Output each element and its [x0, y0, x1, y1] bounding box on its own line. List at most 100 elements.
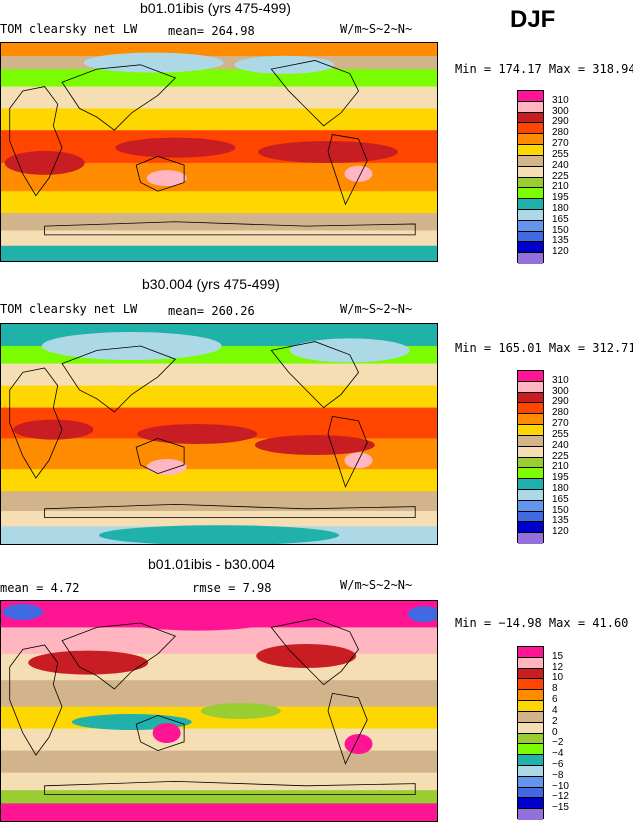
- panel3-rmse: rmse = 7.98: [192, 581, 272, 595]
- colorbar-swatch: [518, 177, 543, 189]
- map-band: [1, 245, 437, 261]
- colorbar-swatch: [518, 776, 543, 788]
- panel2-map: [0, 323, 438, 545]
- map-band: [1, 43, 437, 58]
- colorbar-tick-label: 180: [552, 202, 569, 214]
- colorbar-swatch: [518, 765, 543, 777]
- colorbar-tick-label: 210: [552, 181, 569, 193]
- map-blob: [117, 606, 278, 631]
- panel2-title: b30.004 (yrs 475-499): [142, 276, 280, 292]
- coastline: [135, 155, 185, 192]
- colorbar-tick-label: −12: [552, 791, 569, 803]
- coastline: [61, 345, 177, 413]
- colorbar-tick-label: 300: [552, 105, 569, 117]
- panel3-mean: mean = 4.72: [0, 581, 80, 595]
- map-field: [1, 324, 437, 544]
- map-band: [1, 790, 437, 805]
- panel2-units: W/m~S~2~N~: [340, 302, 413, 316]
- map-blob: [256, 644, 357, 668]
- panel3-units: W/m~S~2~N~: [340, 578, 413, 592]
- colorbar-swatch: [518, 744, 543, 756]
- colorbar-tick-label: 0: [552, 726, 558, 738]
- colorbar-tick-label: 4: [552, 704, 558, 716]
- map-blob: [152, 723, 181, 743]
- colorbar-tick-label: 240: [552, 439, 569, 451]
- colorbar-tick-label: 135: [552, 235, 569, 247]
- coastline: [327, 415, 368, 488]
- colorbar-swatch: [518, 209, 543, 221]
- map-band: [1, 491, 437, 512]
- colorbar-tick-label: 6: [552, 694, 558, 706]
- colorbar-tick-label: 180: [552, 482, 569, 494]
- colorbar-tick-label: 8: [552, 683, 558, 695]
- map-blob: [28, 650, 149, 675]
- colorbar-tick-label: 15: [552, 650, 564, 662]
- colorbar-tick-label: 135: [552, 515, 569, 527]
- season-label: DJF: [510, 6, 556, 33]
- panel3-minmax: Min = −14.98 Max = 41.60: [455, 616, 629, 630]
- colorbar-swatch: [518, 166, 543, 178]
- coastline: [9, 86, 63, 197]
- colorbar-tick-label: 150: [552, 224, 569, 236]
- coastline: [135, 437, 185, 475]
- coastline: [327, 134, 368, 206]
- colorbar-tick-label: −10: [552, 780, 569, 792]
- colorbar-tick-label: 310: [552, 94, 569, 106]
- map-blob: [137, 424, 258, 444]
- colorbar-swatch: [518, 381, 543, 393]
- panel3-colorbar: [517, 646, 544, 820]
- map-band: [1, 230, 437, 247]
- colorbar-swatch: [518, 403, 543, 415]
- colorbar-swatch: [518, 755, 543, 766]
- coastline: [44, 780, 416, 796]
- colorbar-tick-label: 10: [552, 672, 564, 684]
- colorbar-tick-label: 290: [552, 116, 569, 128]
- map-band: [1, 69, 437, 88]
- colorbar-swatch: [518, 701, 543, 712]
- colorbar-swatch: [518, 668, 543, 680]
- map-field: [1, 601, 437, 821]
- panel1-variable: TOM clearsky net LW: [0, 22, 138, 36]
- coastline: [44, 221, 416, 236]
- colorbar-swatch: [518, 511, 543, 523]
- coastline: [327, 692, 368, 765]
- colorbar-tick-label: 120: [552, 246, 569, 258]
- map-field: [1, 43, 437, 261]
- panel2-colorbar: [517, 370, 544, 544]
- map-blob: [254, 435, 375, 455]
- map-band: [1, 86, 437, 110]
- colorbar-swatch: [518, 690, 543, 702]
- colorbar-swatch: [518, 242, 543, 254]
- colorbar-tick-label: 225: [552, 450, 569, 462]
- panel1-title: b01.01ibis (yrs 475-499): [140, 0, 291, 16]
- colorbar-tick-label: 300: [552, 385, 569, 397]
- coastline: [61, 64, 177, 131]
- map-blob: [344, 165, 373, 182]
- colorbar-swatch: [518, 414, 543, 426]
- colorbar-swatch: [518, 468, 543, 480]
- colorbar-tick-label: 270: [552, 418, 569, 430]
- colorbar-swatch: [518, 371, 543, 382]
- colorbar-tick-label: −15: [552, 802, 569, 814]
- map-blob: [407, 606, 437, 623]
- colorbar-swatch: [518, 91, 543, 102]
- panel1-map: [0, 42, 438, 262]
- colorbar-swatch: [518, 392, 543, 404]
- colorbar-tick-label: 240: [552, 159, 569, 171]
- coastline: [270, 60, 359, 127]
- colorbar-swatch: [518, 188, 543, 200]
- panel2-minmax: Min = 165.01 Max = 312.71: [455, 341, 633, 355]
- panel1-minmax: Min = 174.17 Max = 318.94: [455, 62, 633, 76]
- colorbar-swatch: [518, 253, 543, 264]
- coastline: [44, 503, 416, 519]
- colorbar-swatch: [518, 155, 543, 167]
- colorbar-swatch: [518, 112, 543, 124]
- colorbar-swatch: [518, 231, 543, 243]
- colorbar-swatch: [518, 220, 543, 232]
- panel3-title: b01.01ibis - b30.004: [148, 556, 275, 572]
- map-blob: [200, 703, 281, 719]
- colorbar-swatch: [518, 647, 543, 658]
- map-blob: [83, 52, 224, 73]
- colorbar-swatch: [518, 798, 543, 810]
- map-blob: [2, 604, 43, 620]
